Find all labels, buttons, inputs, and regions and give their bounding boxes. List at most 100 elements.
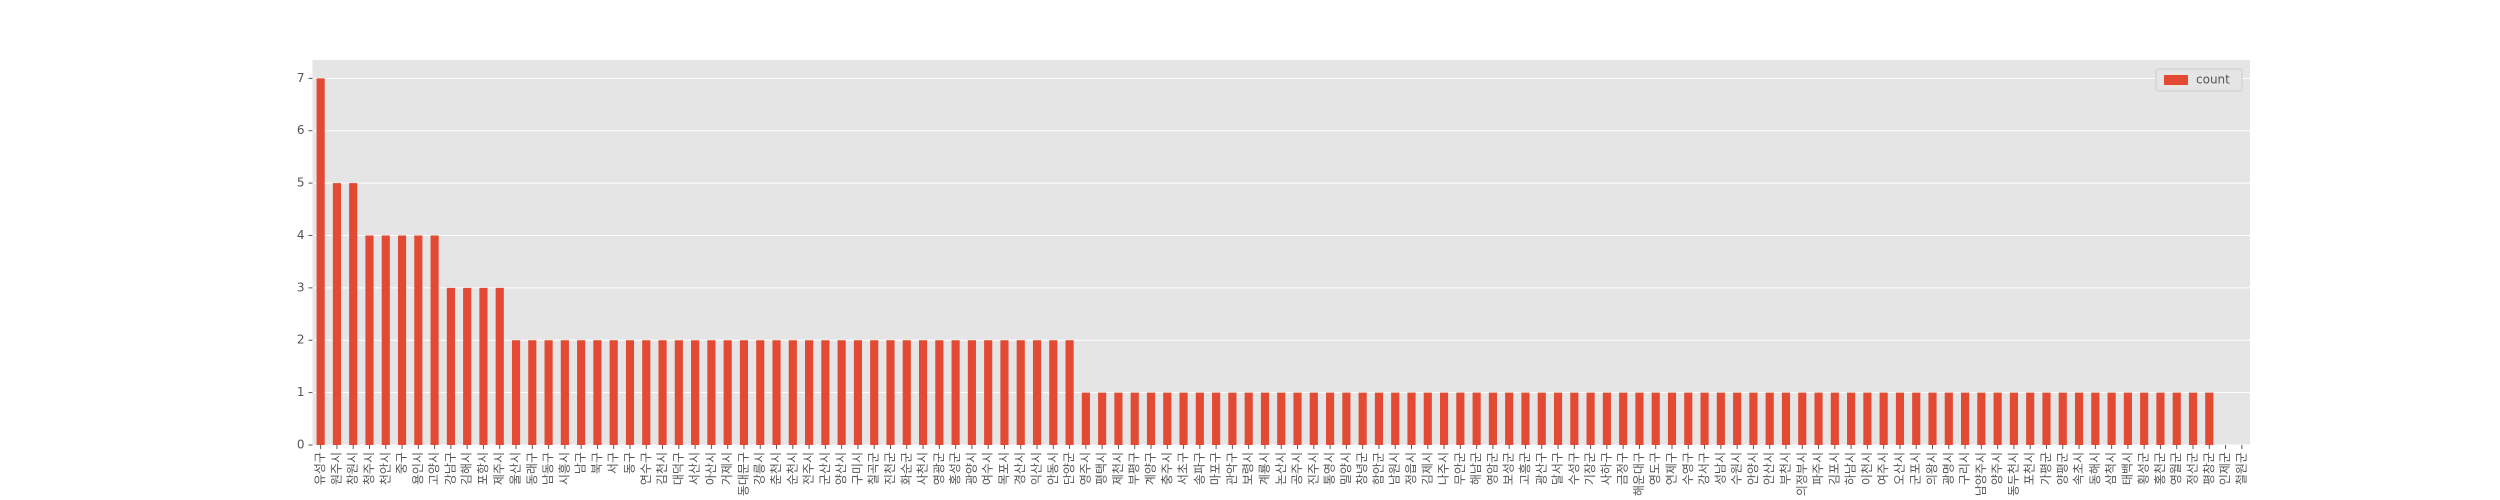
x-tick-label: 강릉시 [753,452,767,485]
x-tick-label: 동래구 [525,452,539,485]
bar [1521,392,1530,445]
bar [1456,392,1465,445]
x-tick-label: 김천시 [654,452,669,485]
y-tick-label: 7 [297,71,305,85]
x-tick-label: 광산구 [1534,452,1548,485]
bar [772,340,781,445]
bar [1863,392,1872,445]
x-tick-label: 송파구 [1192,452,1206,485]
y-tick-label: 1 [297,385,305,399]
x-tick-label: 양평군 [2055,452,2069,485]
x-tick-label: 칠곡군 [867,452,881,485]
bar [1309,392,1318,445]
x-tick-label: 동구 [622,452,636,474]
bar [365,235,374,445]
x-tick-label: 용인시 [411,452,425,485]
x-tick-label: 포항시 [476,452,490,485]
bar [707,340,716,445]
x-tick-label: 해운대구 [1632,452,1646,496]
x-tick-label: 천안시 [377,452,392,485]
bar [1781,392,1791,445]
bar [2188,392,2198,445]
bar [1570,392,1579,445]
x-tick-label: 보성군 [1502,452,1516,485]
x-tick-label: 안동시 [1046,452,1060,485]
bar [2074,392,2084,445]
x-tick-label: 사천시 [915,452,930,485]
bar [1212,392,1221,445]
x-tick-label: 김제시 [1420,452,1434,485]
x-tick-label: 울산시 [509,452,523,485]
bar [1733,392,1742,445]
bar [1700,392,1709,445]
bar [1505,392,1514,445]
x-tick-label: 보령시 [1241,452,1255,485]
bar [332,183,341,445]
x-tick-label: 진천군 [882,452,897,485]
bar [1016,340,1025,445]
x-tick-label: 부평구 [1127,452,1141,485]
x-tick-label: 영도구 [1648,452,1662,485]
x-tick-label: 중구 [395,452,409,474]
x-tick-label: 강남구 [443,452,457,485]
bar [723,340,732,445]
bar [1244,392,1253,445]
x-tick-label: 포천시 [2022,452,2037,485]
bar [1537,392,1546,445]
bar [2091,392,2100,445]
x-tick-label: 밀양시 [1339,452,1353,485]
x-tick-label: 청주시 [362,452,376,485]
x-tick-label: 수영구 [1681,452,1695,485]
bar [1847,392,1856,445]
bar [1928,392,1937,445]
bar [918,340,928,445]
y-tick-label: 0 [297,438,305,452]
bar [984,340,993,445]
y-tick-label: 4 [297,228,305,242]
bar [967,340,976,445]
x-tick-label: 대덕구 [671,452,685,485]
x-tick-label: 달서구 [1551,452,1565,485]
x-tick-label: 공주시 [1290,452,1304,485]
bar [1944,392,1953,445]
legend-box [2155,68,2243,92]
x-tick-label: 수원시 [1730,452,1744,485]
x-tick-label: 함안군 [1371,452,1385,485]
x-tick-label: 기장군 [1583,452,1597,485]
bar [1423,392,1432,445]
x-tick-label: 마포구 [1209,452,1223,485]
bar [2042,392,2051,445]
bar [479,287,488,445]
bar [1277,392,1286,445]
x-tick-label: 태백시 [2120,452,2134,485]
x-tick-label: 영월군 [2169,452,2183,485]
bar [756,340,765,445]
x-tick-label: 양주시 [1990,452,2004,485]
x-tick-label: 무안군 [1453,452,1467,485]
x-tick-label: 횡성군 [2137,452,2151,485]
x-tick-label: 북구 [590,452,604,474]
x-tick-label: 거제시 [720,452,734,485]
x-tick-label: 순천시 [784,452,799,485]
bar [886,340,895,445]
x-tick-label: 철원군 [2234,452,2248,485]
bar [951,340,960,445]
bar [495,287,504,445]
bar [511,340,521,445]
bar [1619,392,1628,445]
bar [1830,392,1839,445]
x-tick-label: 관악구 [1225,452,1239,485]
x-tick-label: 제주시 [492,452,506,485]
bar [1667,392,1677,445]
x-tick-label: 창원시 [346,452,360,485]
bar [1179,392,1188,445]
bar [1228,392,1237,445]
bar [1553,392,1563,445]
bar [1716,392,1725,445]
bar [788,340,797,445]
x-tick-label: 나주시 [1437,452,1451,485]
bar [1065,340,1074,445]
bar [1586,392,1595,445]
x-tick-label: 구미시 [850,452,864,485]
